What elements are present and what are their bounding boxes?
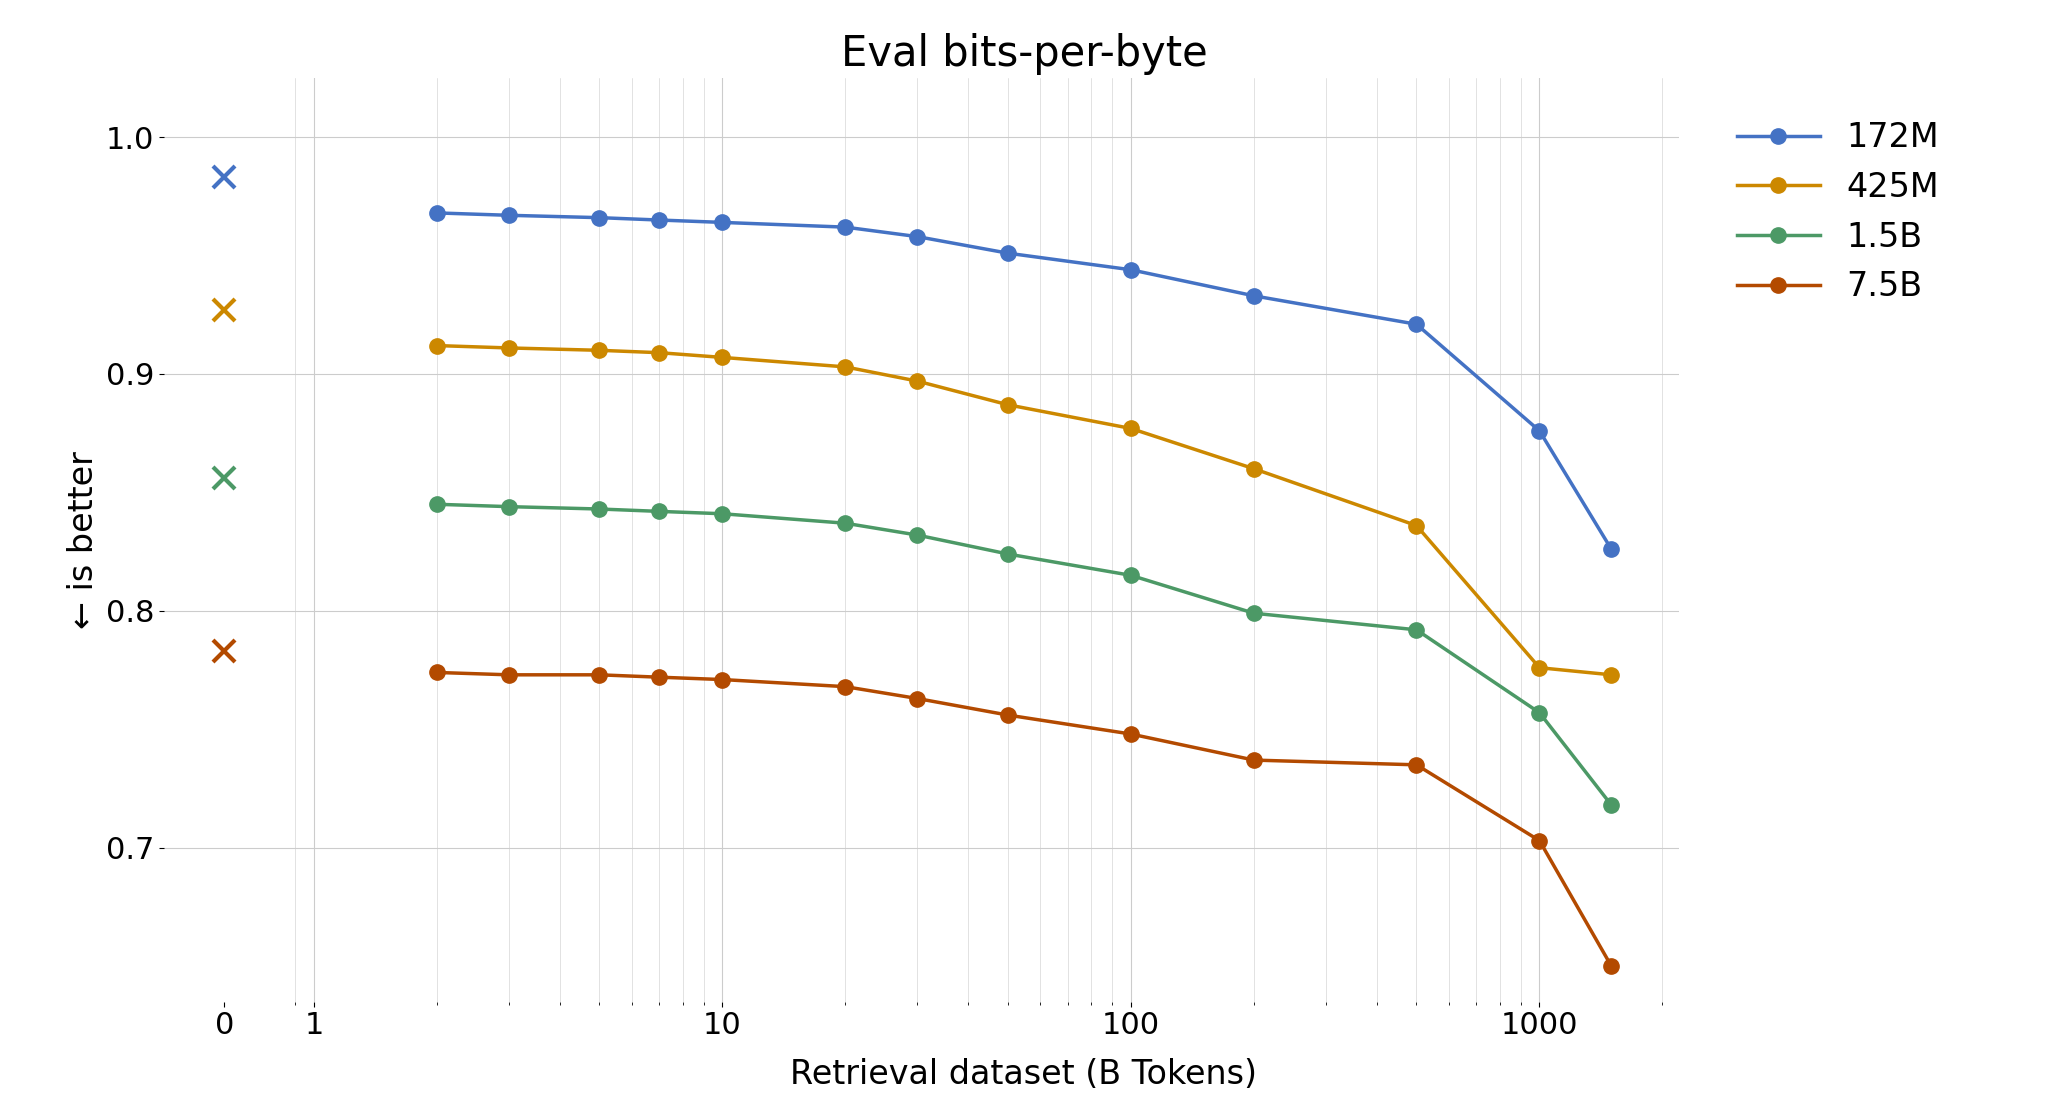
172M <box>995 246 1020 259</box>
425M <box>834 361 858 374</box>
172M <box>588 211 612 225</box>
7.5B <box>1118 728 1143 741</box>
7.5B <box>1405 758 1430 771</box>
7.5B <box>834 680 858 693</box>
172M <box>1241 289 1266 303</box>
Text: Eval bits-per-byte: Eval bits-per-byte <box>840 33 1208 76</box>
172M <box>647 214 672 227</box>
7.5B <box>424 666 449 679</box>
Line: 172M: 172M <box>430 205 1620 556</box>
1.5B <box>1528 706 1552 719</box>
Text: Retrieval dataset (B Tokens): Retrieval dataset (B Tokens) <box>791 1057 1257 1091</box>
7.5B <box>1528 834 1552 847</box>
172M <box>834 220 858 234</box>
Line: 7.5B: 7.5B <box>430 664 1620 974</box>
7.5B <box>647 670 672 683</box>
425M <box>424 338 449 352</box>
1.5B <box>496 500 520 513</box>
425M <box>905 374 930 387</box>
425M <box>711 351 735 364</box>
1.5B <box>588 502 612 515</box>
1.5B <box>1241 607 1266 620</box>
Y-axis label: ← is better: ← is better <box>68 451 100 629</box>
425M <box>496 342 520 355</box>
7.5B <box>1599 959 1624 973</box>
Legend: 172M, 425M, 1.5B, 7.5B: 172M, 425M, 1.5B, 7.5B <box>1710 95 1966 329</box>
1.5B <box>1405 623 1430 637</box>
1.5B <box>995 548 1020 561</box>
1.5B <box>1118 569 1143 582</box>
425M <box>647 346 672 359</box>
1.5B <box>834 516 858 530</box>
172M <box>1405 317 1430 331</box>
7.5B <box>711 673 735 687</box>
7.5B <box>905 692 930 706</box>
Line: 425M: 425M <box>430 338 1620 682</box>
172M <box>1528 424 1552 437</box>
425M <box>1118 422 1143 435</box>
172M <box>424 206 449 219</box>
172M <box>1118 263 1143 276</box>
425M <box>1405 519 1430 532</box>
172M <box>905 230 930 244</box>
172M <box>496 208 520 221</box>
7.5B <box>588 668 612 681</box>
Line: 1.5B: 1.5B <box>430 496 1620 812</box>
425M <box>588 344 612 357</box>
1.5B <box>647 504 672 518</box>
1.5B <box>1599 798 1624 811</box>
425M <box>1528 661 1552 674</box>
1.5B <box>424 498 449 511</box>
172M <box>1599 543 1624 556</box>
7.5B <box>995 708 1020 721</box>
7.5B <box>1241 754 1266 767</box>
1.5B <box>905 529 930 542</box>
425M <box>1241 462 1266 475</box>
1.5B <box>711 508 735 521</box>
425M <box>995 398 1020 412</box>
7.5B <box>496 668 520 681</box>
425M <box>1599 668 1624 681</box>
172M <box>711 216 735 229</box>
